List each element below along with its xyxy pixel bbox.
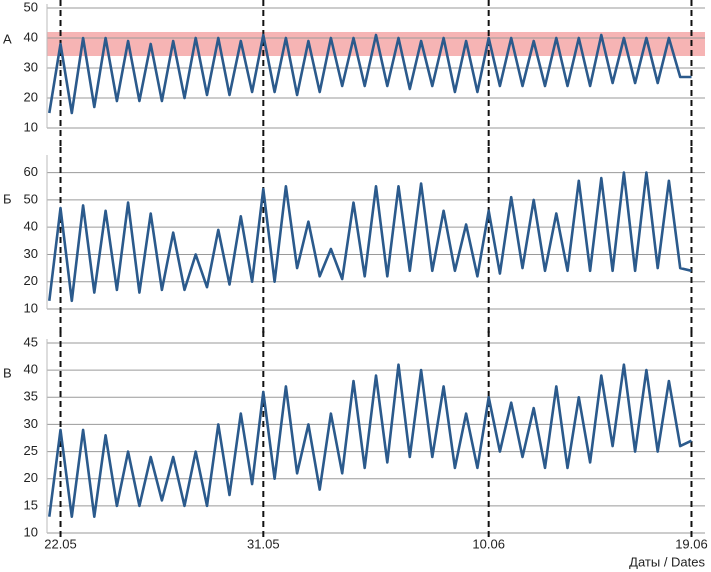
panel-label: Б xyxy=(3,191,12,206)
y-tick-label: 25 xyxy=(24,443,38,458)
x-axis-label: Даты / Dates xyxy=(629,554,705,569)
panel-label: В xyxy=(3,365,12,380)
y-tick-label: 20 xyxy=(24,470,38,485)
y-tick-label: 40 xyxy=(24,362,38,377)
y-tick-label: 45 xyxy=(24,334,38,349)
y-tick-label: 60 xyxy=(24,164,38,179)
x-tick-label: 22.05 xyxy=(44,536,77,551)
y-tick-label: 30 xyxy=(24,59,38,74)
y-tick-label: 50 xyxy=(24,0,38,14)
y-tick-label: 10 xyxy=(24,119,38,134)
x-tick-label: 19.06 xyxy=(675,536,708,551)
y-tick-label: 40 xyxy=(24,219,38,234)
series-line xyxy=(48,171,692,303)
y-tick-label: 35 xyxy=(24,389,38,404)
x-tick-label: 10.06 xyxy=(472,536,505,551)
y-tick-label: 10 xyxy=(24,300,38,315)
y-tick-label: 15 xyxy=(24,497,38,512)
series-line xyxy=(48,33,692,115)
y-tick-label: 30 xyxy=(24,416,38,431)
y-tick-label: 10 xyxy=(24,524,38,539)
y-tick-label: 50 xyxy=(24,191,38,206)
y-tick-label: 20 xyxy=(24,89,38,104)
y-tick-label: 20 xyxy=(24,273,38,288)
series-line xyxy=(48,363,693,518)
y-tick-label: 40 xyxy=(24,29,38,44)
y-tick-label: 30 xyxy=(24,246,38,261)
x-tick-label: 31.05 xyxy=(247,536,280,551)
panel-label: А xyxy=(3,31,12,46)
